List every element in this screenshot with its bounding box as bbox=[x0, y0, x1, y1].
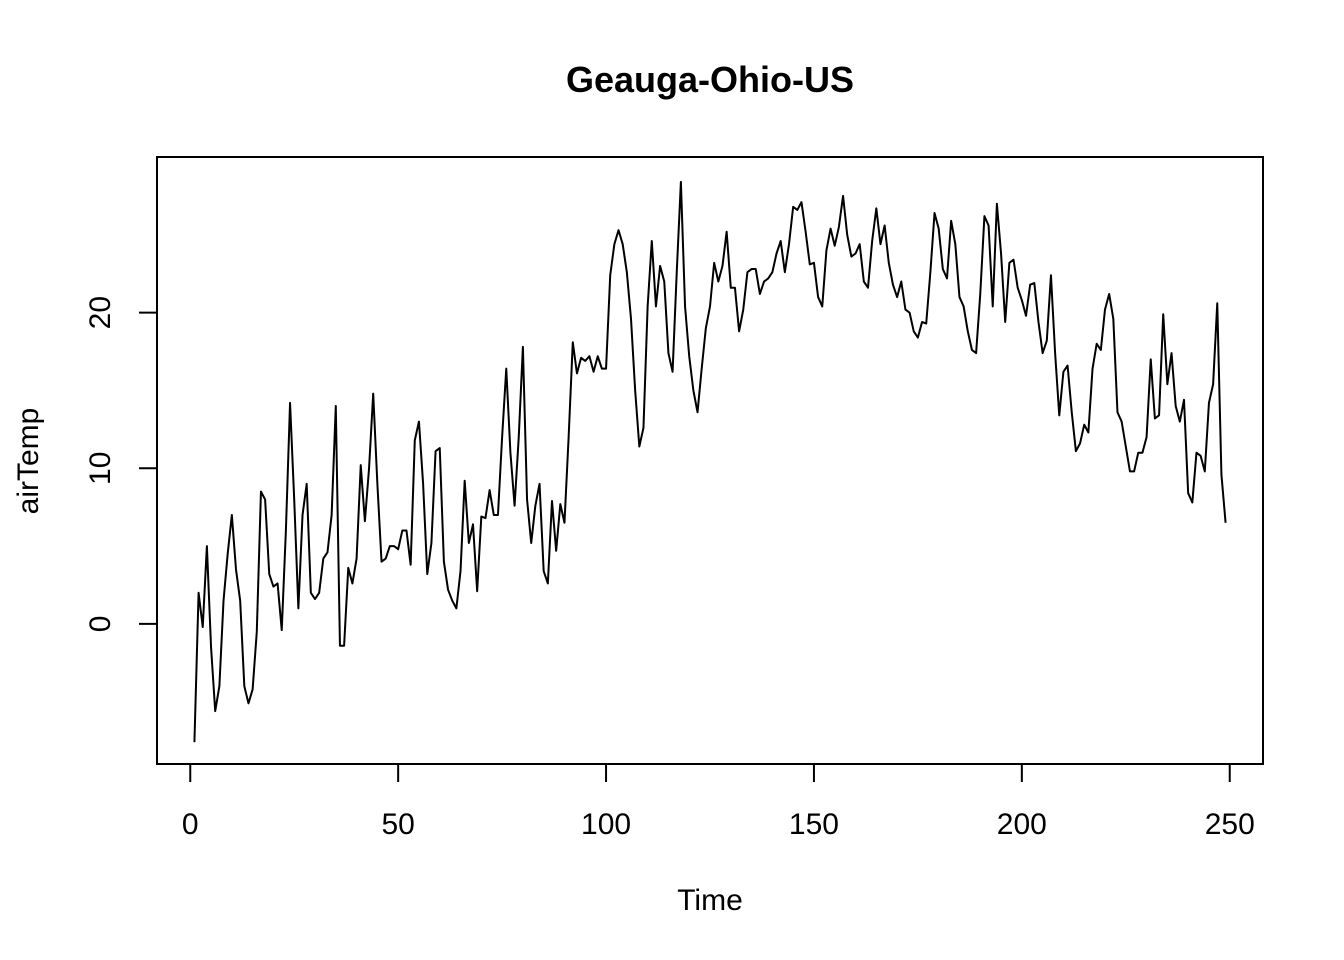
x-tick-label: 50 bbox=[381, 808, 414, 841]
series-line-airtemp bbox=[193, 180, 1227, 743]
chart-title: Geauga-Ohio-US bbox=[566, 59, 854, 100]
x-axis: 0 50 100 150 200 250 bbox=[182, 763, 1255, 841]
x-tick-label: 200 bbox=[997, 808, 1047, 841]
x-tick-label: 250 bbox=[1205, 808, 1255, 841]
x-tick-label: 100 bbox=[581, 808, 631, 841]
y-tick-label: 0 bbox=[84, 616, 117, 633]
plot-frame bbox=[156, 156, 1264, 765]
y-tick-label: 10 bbox=[84, 452, 117, 485]
x-axis-label: Time bbox=[677, 884, 743, 917]
y-axis-label: airTemp bbox=[12, 408, 45, 515]
x-tick-label: 150 bbox=[789, 808, 839, 841]
x-tick-label: 0 bbox=[182, 808, 199, 841]
y-axis: 0 10 20 bbox=[84, 296, 158, 633]
y-tick-label: 20 bbox=[84, 296, 117, 329]
